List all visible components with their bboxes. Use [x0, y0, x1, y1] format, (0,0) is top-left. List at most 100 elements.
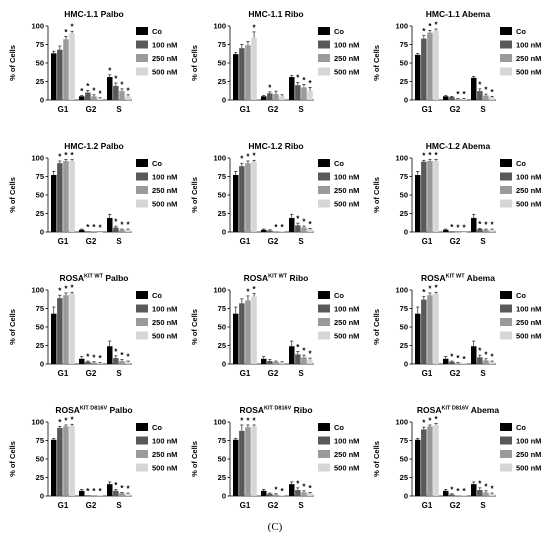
significance-star: * — [114, 481, 118, 490]
x-tick-label: G1 — [240, 237, 251, 246]
bar-s-series-2 — [483, 492, 489, 496]
bar-s-series-2 — [119, 229, 125, 232]
chart-title-suffix: Ribo — [291, 405, 312, 415]
bar-s-series-1 — [113, 358, 119, 364]
bar-g2-series-0 — [79, 96, 85, 100]
x-tick-label: G2 — [268, 501, 279, 510]
chart-title: ROSAKIT WT Palbo — [59, 273, 128, 283]
bar-g1-series-0 — [51, 439, 57, 496]
y-tick-label: 0 — [222, 360, 226, 369]
chart-title-superscript: KIT D816V — [441, 406, 469, 412]
bar-g2-series-2 — [455, 99, 461, 100]
bar-g1-series-3 — [69, 293, 75, 364]
legend-swatch — [500, 436, 512, 445]
significance-star: * — [296, 343, 300, 352]
significance-star: * — [126, 485, 130, 494]
significance-star: * — [450, 485, 454, 494]
x-tick-label: G1 — [422, 105, 433, 114]
legend-label: Co — [334, 423, 344, 432]
legend-swatch — [318, 27, 330, 35]
chart-title: HMC-1.2 Palbo — [64, 141, 124, 151]
bar-g2-series-2 — [273, 231, 279, 232]
chart-title-base: ROSA — [244, 273, 269, 283]
bar-g2-series-3 — [97, 363, 103, 364]
bar-g2-series-3 — [461, 232, 467, 233]
y-tick-label: 75 — [36, 40, 44, 49]
legend-label: 250 nM — [516, 450, 541, 459]
significance-star: * — [422, 419, 426, 428]
bar-g2-series-1 — [267, 361, 273, 364]
bar-g1-series-3 — [69, 160, 75, 232]
legend-label: 250 nM — [516, 54, 541, 63]
bar-g1-series-2 — [63, 160, 69, 232]
significance-star: * — [478, 479, 482, 488]
legend-swatch — [136, 40, 148, 49]
significance-star: * — [86, 487, 90, 496]
bar-g1-series-3 — [69, 33, 75, 100]
significance-star: * — [64, 28, 68, 37]
bar-g2-series-1 — [449, 231, 455, 232]
bar-g1-series-1 — [57, 163, 63, 232]
bar-s-series-2 — [301, 87, 307, 100]
bar-g1-series-1 — [421, 38, 427, 100]
significance-star: * — [308, 484, 312, 493]
significance-star: * — [126, 221, 130, 230]
x-tick-label: G2 — [268, 237, 279, 246]
bar-s-series-1 — [295, 354, 301, 364]
legend-label: 100 nM — [334, 437, 359, 446]
chart-title: HMC-1.2 Abema — [426, 141, 491, 151]
y-tick-label: 50 — [36, 59, 44, 68]
significance-star: * — [302, 76, 306, 85]
chart-title-superscript: KIT WT — [268, 274, 288, 280]
significance-star: * — [58, 287, 62, 296]
legend-swatch — [500, 27, 512, 35]
significance-star: * — [98, 224, 102, 233]
y-tick-label: 100 — [31, 22, 44, 31]
bar-s-series-2 — [119, 361, 125, 364]
y-tick-label: 25 — [36, 77, 44, 86]
significance-star: * — [120, 221, 124, 230]
significance-star: * — [434, 151, 438, 160]
y-axis-label: % of Cells — [372, 441, 381, 477]
significance-star: * — [422, 27, 426, 36]
bar-s-series-0 — [289, 484, 295, 496]
legend-swatch — [136, 463, 148, 472]
bar-s-series-0 — [471, 217, 477, 232]
bar-s-series-3 — [307, 229, 313, 232]
chart-title: ROSAKIT D816V Ribo — [239, 405, 312, 415]
y-tick-label: 50 — [218, 59, 226, 68]
bar-g1-series-0 — [233, 313, 239, 364]
legend-label: 250 nM — [516, 186, 541, 195]
bar-g1-series-0 — [233, 175, 239, 232]
significance-star: * — [240, 155, 244, 164]
bar-g2-series-0 — [443, 358, 449, 364]
bar-s-series-2 — [301, 357, 307, 364]
legend-label: 250 nM — [152, 54, 177, 63]
x-tick-label: G1 — [422, 369, 433, 378]
legend-swatch — [318, 40, 330, 49]
x-tick-label: G2 — [450, 105, 461, 114]
legend-swatch — [500, 199, 512, 208]
significance-star: * — [428, 416, 432, 425]
x-tick-label: G2 — [268, 369, 279, 378]
bar-s-series-1 — [477, 229, 483, 232]
y-axis-label: % of Cells — [190, 309, 199, 345]
bar-g2-series-2 — [273, 494, 279, 496]
bar-s-series-0 — [107, 77, 113, 100]
legend-swatch — [500, 172, 512, 181]
significance-star: * — [308, 350, 312, 359]
significance-star: * — [252, 23, 256, 32]
legend-swatch — [500, 450, 512, 458]
legend-label: 500 nM — [152, 200, 177, 209]
significance-star: * — [92, 223, 96, 232]
x-tick-label: G1 — [240, 369, 251, 378]
significance-star: * — [240, 416, 244, 425]
chart-title-base: ROSA — [239, 405, 264, 415]
bar-g2-series-0 — [261, 358, 267, 364]
legend-label: 500 nM — [152, 332, 177, 341]
bar-g2-series-0 — [79, 490, 85, 496]
bar-s-series-2 — [483, 229, 489, 232]
legend-label: 250 nM — [334, 54, 359, 63]
